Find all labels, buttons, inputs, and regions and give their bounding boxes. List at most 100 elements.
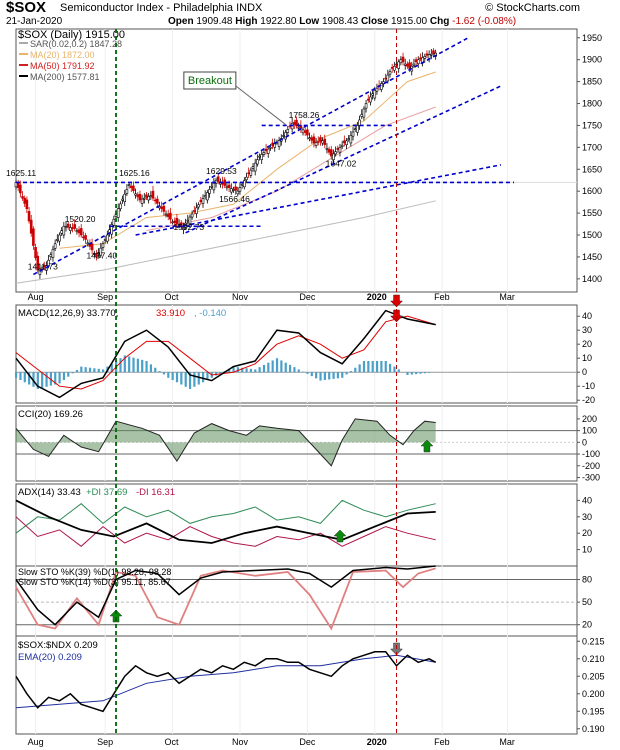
macd-histogram-bar bbox=[171, 372, 174, 381]
candle-body bbox=[53, 243, 57, 249]
sto39-line bbox=[15, 565, 436, 626]
macd-histogram-bar bbox=[32, 372, 35, 387]
candle-body bbox=[134, 193, 137, 196]
macd-histogram-bar bbox=[84, 367, 87, 373]
high-label: High bbox=[235, 16, 258, 27]
macd-histogram-bar bbox=[328, 372, 331, 380]
macd-histogram-bar bbox=[280, 360, 283, 373]
close-label: Close bbox=[360, 16, 389, 27]
plus-di-line bbox=[15, 499, 436, 534]
candle-body bbox=[229, 188, 233, 193]
candle-body bbox=[206, 192, 209, 201]
candle-body bbox=[149, 195, 153, 197]
low-value: 1908.43 bbox=[322, 16, 359, 27]
y-tick-label: 20 bbox=[582, 528, 592, 538]
candle-body bbox=[164, 213, 168, 216]
candle-body bbox=[16, 182, 20, 188]
macd-histogram-bar bbox=[262, 364, 266, 373]
candle-body bbox=[56, 239, 59, 241]
macd-histogram-bar bbox=[284, 362, 287, 373]
y-tick-label: -20 bbox=[582, 395, 595, 405]
change-value: -1.62 (-0.08%) bbox=[452, 16, 517, 27]
cci-line bbox=[15, 418, 436, 467]
macd-histogram-bar bbox=[428, 372, 431, 373]
candle-body bbox=[247, 172, 250, 175]
macd-histogram-bar bbox=[232, 366, 235, 373]
candle-body bbox=[110, 224, 113, 235]
macd-histogram-bar bbox=[362, 361, 366, 373]
macd-histogram-bar bbox=[393, 366, 396, 373]
macd-histogram-bar bbox=[332, 372, 335, 379]
candle-body bbox=[193, 210, 196, 212]
y-tick-label: 200 bbox=[582, 414, 597, 424]
candle-body bbox=[71, 227, 74, 229]
candle-body bbox=[90, 243, 94, 251]
y-tick-label: 1500 bbox=[582, 230, 602, 240]
legend-entry: MA(20) 1872.00 bbox=[30, 50, 95, 60]
sto14-title: Slow STO %K(14) %D(3) 95.11, 85.67 bbox=[18, 577, 171, 587]
cci-up-arrow bbox=[420, 439, 434, 453]
candle-body bbox=[62, 225, 66, 236]
candle-body bbox=[314, 142, 318, 146]
candle-body bbox=[308, 137, 311, 140]
candle-body bbox=[251, 166, 255, 169]
candle-body bbox=[121, 198, 124, 201]
minus-di-label: -DI 16.31 bbox=[136, 487, 175, 498]
candle-body bbox=[301, 129, 305, 134]
candle-body bbox=[236, 190, 240, 195]
candle-body bbox=[162, 205, 166, 212]
candle-body bbox=[123, 193, 127, 203]
cci-title: CCI(20) 169.26 bbox=[18, 409, 83, 420]
x-tick-label: Nov bbox=[232, 737, 249, 747]
macd-histogram-bar bbox=[180, 372, 183, 385]
candle-body bbox=[212, 182, 216, 191]
price-annotation: 1502.73 bbox=[173, 222, 204, 232]
candle-body bbox=[160, 206, 163, 210]
macd-histogram-bar bbox=[197, 372, 200, 385]
candle-body bbox=[84, 235, 87, 240]
candle-body bbox=[190, 213, 194, 218]
price-annotation: 1625.11 bbox=[6, 168, 36, 178]
macd-histogram-bar bbox=[384, 361, 387, 373]
candle-body bbox=[258, 155, 261, 158]
candle-body bbox=[51, 248, 55, 258]
candle-body bbox=[77, 229, 81, 234]
macd-histogram-bar bbox=[406, 372, 409, 375]
macd-histogram-bar bbox=[123, 355, 126, 373]
candle-body bbox=[25, 199, 29, 210]
breakout-callout-box bbox=[183, 71, 237, 90]
candle-body bbox=[34, 246, 37, 259]
candle-body bbox=[103, 239, 107, 241]
candle-body bbox=[277, 140, 281, 147]
x-tick-label: 2020 bbox=[367, 292, 387, 302]
macd-histogram-bar bbox=[19, 372, 22, 381]
candle-body bbox=[312, 136, 316, 144]
price-annotation: 1625.16 bbox=[119, 168, 150, 178]
macd-histogram-bar bbox=[323, 372, 326, 381]
y-tick-label: -10 bbox=[582, 381, 595, 391]
open-value: 1909.48 bbox=[196, 16, 233, 27]
macd-histogram-bar bbox=[119, 358, 122, 373]
candle-body bbox=[140, 198, 144, 204]
candle-body bbox=[195, 207, 198, 214]
macd-histogram-bar bbox=[293, 367, 296, 373]
candle-body bbox=[79, 228, 83, 236]
macd-title: MACD(12,26,9) 33.770, bbox=[18, 308, 118, 319]
macd-histogram-bar bbox=[254, 369, 257, 373]
candle-body bbox=[351, 131, 355, 137]
change-label: Chg bbox=[429, 16, 450, 27]
macd-histogram-bar bbox=[110, 363, 113, 373]
y-tick-label: 1750 bbox=[582, 120, 602, 130]
price-down-arrow bbox=[389, 294, 404, 308]
chart-date: 21-Jan-2020 bbox=[6, 16, 63, 27]
y-tick-label: 10 bbox=[582, 353, 592, 363]
legend-swatch bbox=[19, 42, 28, 44]
candle-body bbox=[169, 212, 172, 220]
macd-histogram-bar bbox=[202, 372, 205, 383]
x-tick-label: Mar bbox=[499, 292, 515, 302]
y-tick-label: 1450 bbox=[582, 252, 602, 262]
candle-body bbox=[403, 63, 407, 66]
candle-body bbox=[73, 224, 77, 229]
y-tick-label: 1900 bbox=[582, 55, 602, 65]
candle-body bbox=[284, 132, 287, 140]
